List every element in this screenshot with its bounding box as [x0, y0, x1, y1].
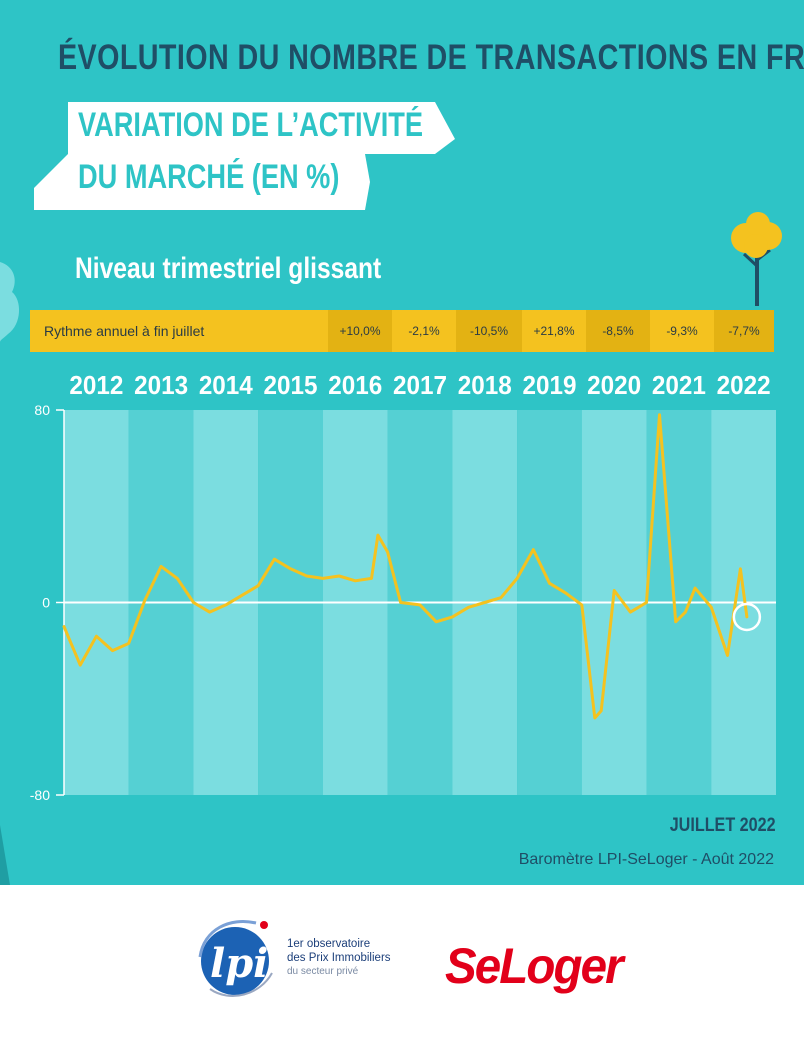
rate-cell-2021: -9,3%	[666, 324, 698, 338]
lpi-logo-icon	[198, 920, 273, 997]
x-tick-label: 2015	[264, 370, 318, 400]
rate-cell-2022: -7,7%	[714, 310, 774, 352]
main-title: ÉVOLUTION DU NOMBRE DE TRANSACTIONS EN F…	[58, 38, 804, 77]
rate-cell-2019: +21,8%	[533, 324, 575, 338]
tree-icon	[731, 212, 782, 306]
chart-subtitle: Niveau trimestriel glissant	[75, 252, 382, 285]
y-tick-label: -80	[30, 787, 50, 803]
chart-date-label: JUILLET 2022	[670, 815, 776, 836]
decorative-corner-icon	[0, 825, 10, 885]
x-tick-label: 2021	[652, 370, 706, 400]
infographic-panel: ÉVOLUTION DU NOMBRE DE TRANSACTIONS EN F…	[0, 0, 804, 885]
lpi-line-2: des Prix Immobiliers	[287, 952, 391, 964]
ribbon-banner: VARIATION DE L’ACTIVITÉ DU MARCHÉ (EN %)	[30, 96, 460, 216]
y-tick-label: 80	[34, 402, 50, 418]
x-tick-label: 2014	[199, 370, 254, 400]
seloger-logo: SeLoger	[445, 938, 624, 994]
x-tick-label: 2013	[134, 370, 188, 400]
lpi-logo-mark: lpi	[210, 940, 269, 987]
ribbon-line-1: VARIATION DE L’ACTIVITÉ	[78, 106, 424, 144]
decorative-blob-icon	[0, 262, 20, 342]
x-tick-label: 2022	[717, 370, 771, 400]
source-label: Baromètre LPI-SeLoger - Août 2022	[518, 851, 774, 868]
latest-value-marker	[732, 602, 762, 632]
x-tick-label: 2012	[69, 370, 123, 400]
x-tick-label: 2017	[393, 370, 447, 400]
ribbon-shape	[34, 102, 455, 210]
rate-cell-2017: -2,1%	[408, 324, 440, 338]
lpi-logo-text: 1er observatoire des Prix Immobiliers du…	[287, 937, 391, 979]
x-tick-label: 2016	[328, 370, 382, 400]
transactions-line-chart: 2012 2013 2014 2015 2016 2017 2018 2019 2020 2021…	[30, 370, 776, 803]
x-tick-label: 2020	[587, 370, 641, 400]
footer-logos: lpi 1er observatoire des Prix Immobilier…	[0, 885, 804, 1056]
annual-rate-bar: Rythme annuel à fin juillet +10,0% -2,1%…	[30, 310, 774, 352]
x-tick-label: 2018	[458, 370, 512, 400]
ribbon-line-2: DU MARCHÉ (EN %)	[78, 158, 340, 196]
annual-rate-label: Rythme annuel à fin juillet	[44, 323, 205, 339]
rate-cell-2018: -10,5%	[456, 310, 522, 352]
series-line	[62, 413, 749, 720]
y-tick-label: 0	[42, 595, 50, 611]
lpi-line-3: du secteur privé	[287, 966, 359, 977]
rate-cell-2020: -8,5%	[586, 310, 650, 352]
x-tick-label: 2019	[522, 370, 576, 400]
lpi-line-1: 1er observatoire	[287, 938, 371, 950]
rate-cell-2016: +10,0%	[328, 310, 392, 352]
